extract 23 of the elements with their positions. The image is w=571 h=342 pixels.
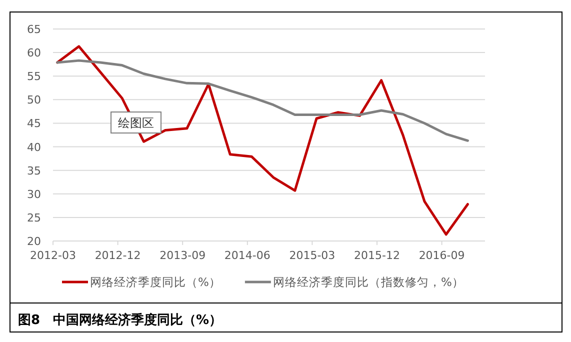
line-series [56, 45, 469, 236]
x-tick-label: 2012-03 [30, 249, 76, 262]
y-tick-label: 35 [27, 164, 41, 178]
legend-label: 网络经济季度同比（指数修匀，%） [272, 275, 464, 289]
y-tick-label: 65 [27, 23, 41, 36]
x-tick-label: 2016-09 [418, 249, 465, 262]
y-tick-label: 25 [27, 211, 41, 224]
x-tick-label: 2012-12 [94, 249, 141, 262]
y-tick-label: 30 [27, 188, 41, 201]
y-tick-label: 45 [27, 117, 41, 130]
y-tick-label: 55 [27, 70, 41, 84]
line-series [56, 59, 469, 142]
text: 图8 中国网络经济季度同比（%） [18, 312, 222, 328]
x-tick-label: 2013-09 [160, 249, 206, 262]
annotation: 绘图区 [118, 116, 154, 130]
legend-label: 网络经济季度同比（%） [90, 275, 221, 289]
y-tick-label: 60 [27, 46, 41, 60]
y-tick-label: 20 [27, 235, 41, 248]
x-tick-label: 2014-06 [224, 249, 270, 262]
y-tick-label: 40 [27, 140, 41, 154]
x-tick-label: 2015-03 [289, 249, 336, 262]
x-tick-label: 2015-12 [354, 249, 400, 262]
y-tick-label: 50 [27, 94, 41, 107]
